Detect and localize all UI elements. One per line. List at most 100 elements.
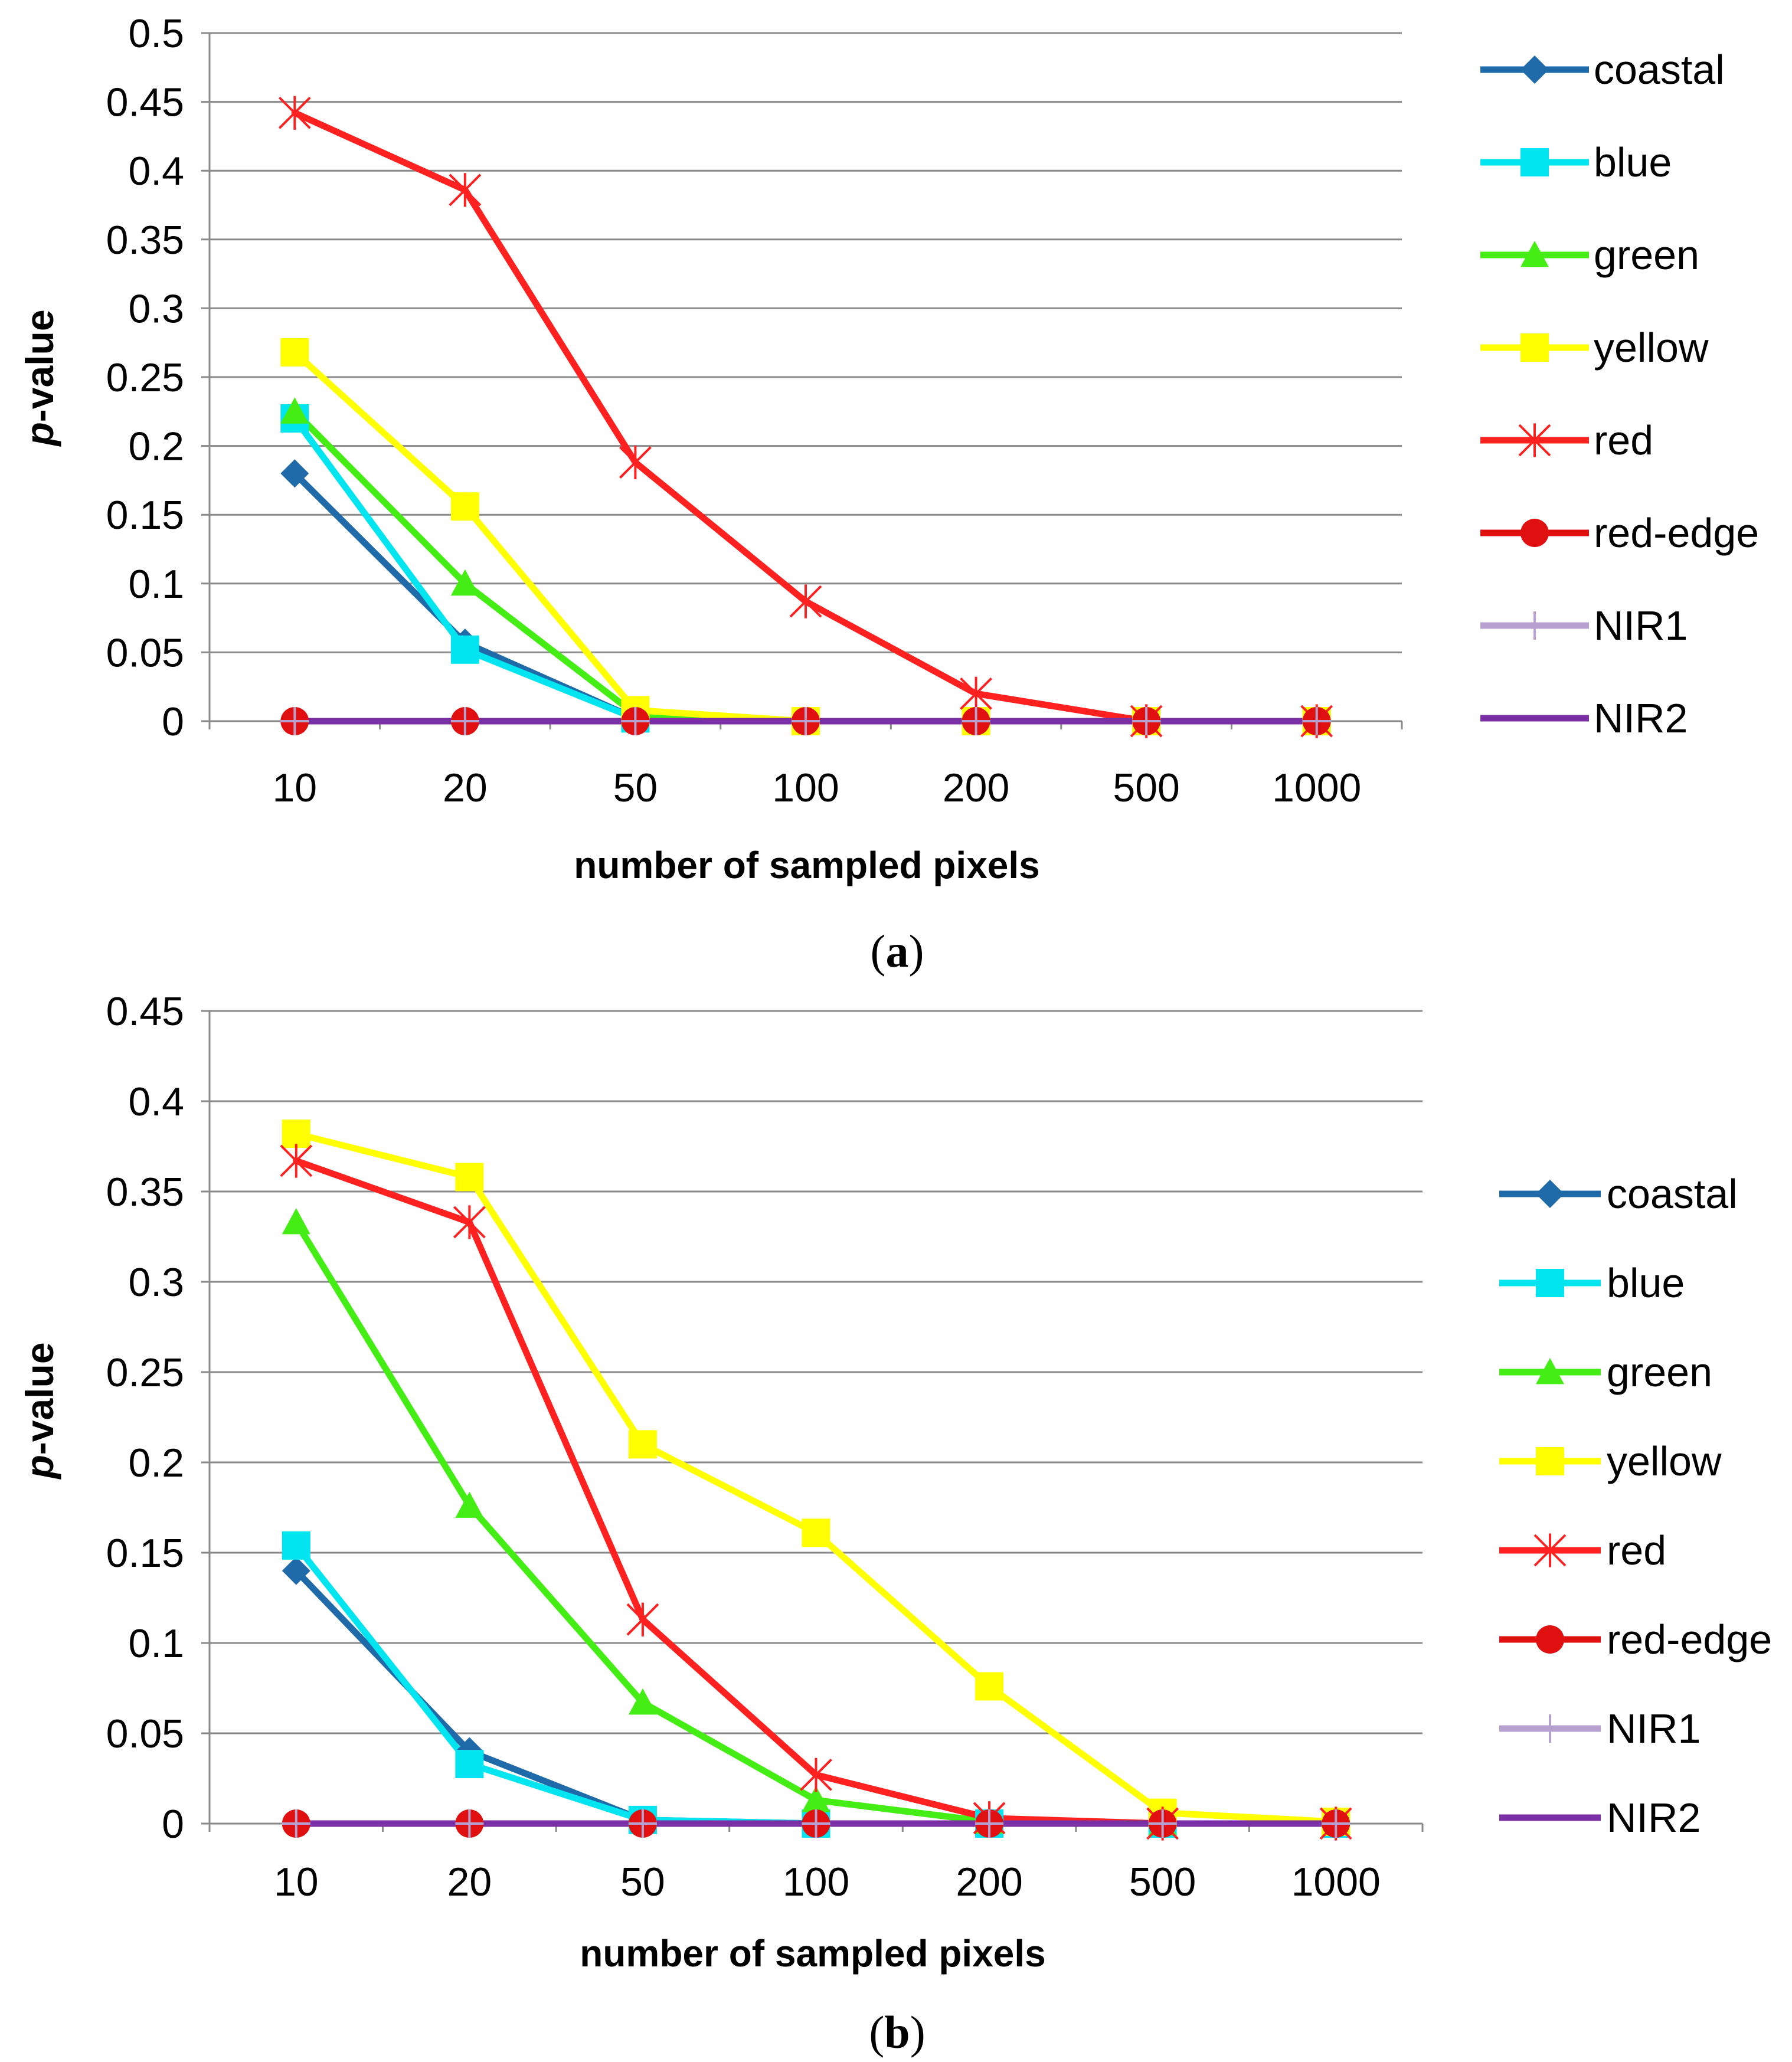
panel-b-open-paren: ( (869, 2007, 884, 2058)
chart-a-legend-marker-green (1520, 241, 1549, 267)
chart-b-legend-label-yellow: yellow (1607, 1438, 1722, 1484)
chart-a-ytick-label: 0 (162, 699, 184, 744)
chart-a: p-value number of sampled pixels (a) (18, 309, 1040, 977)
chart-a-xtick-label: 100 (772, 765, 839, 810)
chart-a-point-blue (450, 635, 479, 664)
chart-b-xtick-label: 50 (620, 1860, 665, 1904)
chart-a-ylabel-italic: p (18, 422, 61, 447)
chart-a-ytick-label: 0.5 (128, 11, 184, 56)
chart-a-point-green (280, 397, 309, 424)
chart-a-series (278, 96, 1333, 738)
chart-b-point-yellow (282, 1120, 310, 1148)
chart-b-ytick-label: 0.3 (128, 1260, 184, 1305)
chart-b-legend-marker-nir1 (1536, 1714, 1564, 1743)
chart-b-point-green (455, 1491, 484, 1518)
chart-a-legend-marker-nir1 (1520, 611, 1549, 640)
chart-b-point-nir1 (455, 1809, 484, 1838)
chart-a-ytick-label: 0.05 (106, 630, 184, 675)
chart-b-point-blue (455, 1750, 484, 1779)
chart-a-xtick-label: 10 (272, 765, 317, 810)
chart-b-legend-label-green: green (1607, 1349, 1712, 1395)
chart-a-legend-marker-red-edge (1520, 519, 1549, 547)
chart-a-point-nir1 (1302, 707, 1331, 735)
chart-a-xtick-label: 50 (613, 765, 658, 810)
chart-a-xtick-label: 20 (443, 765, 488, 810)
chart-b-xtick-label: 500 (1129, 1860, 1196, 1904)
chart-b-point-yellow (628, 1430, 657, 1459)
chart-a-legend-label-coastal: coastal (1594, 47, 1725, 93)
chart-b-ytick-label: 0.2 (128, 1441, 184, 1485)
chart-a-legend-label-red-edge: red-edge (1594, 510, 1759, 556)
panel-b-letter: b (884, 2007, 910, 2058)
chart-a-line-yellow (291, 349, 1320, 725)
chart-b-ytick-label: 0.15 (106, 1531, 184, 1576)
chart-a-legend-marker-yellow (1520, 333, 1549, 362)
chart-a-legend-label-nir2: NIR2 (1594, 695, 1688, 741)
chart-a-point-red (960, 676, 992, 711)
chart-a-point-nir1 (280, 707, 309, 735)
chart-b-legend-marker-coastal (1536, 1180, 1564, 1208)
chart-a-ytick-label: 0.1 (128, 562, 184, 607)
chart-b-xtick-label: 20 (447, 1860, 492, 1904)
chart-a-point-nir1 (962, 707, 990, 735)
chart-a-legend-marker-coastal (1520, 55, 1549, 84)
chart-b-legend-label-nir2: NIR2 (1607, 1795, 1701, 1841)
chart-a-xtick-label: 500 (1113, 765, 1179, 810)
chart-b-point-yellow (455, 1163, 484, 1192)
chart-b-legend-label-red: red (1607, 1527, 1666, 1573)
chart-a-ytick-label: 0.2 (128, 424, 184, 469)
panel-a-open-paren: ( (871, 925, 886, 977)
chart-b-point-coastal (282, 1556, 310, 1585)
chart-b-point-nir1 (802, 1809, 830, 1838)
chart-a-point-nir1 (450, 707, 479, 735)
chart-b-point-nir1 (975, 1809, 1004, 1838)
chart-b-point-green (282, 1208, 310, 1235)
chart-b-ytick-label: 0.4 (128, 1079, 184, 1124)
chart-b-point-red (280, 1144, 313, 1178)
chart-a-point-red (449, 173, 482, 207)
chart-b-legend-label-nir1: NIR1 (1607, 1706, 1701, 1752)
chart-b-legend-label-coastal: coastal (1607, 1171, 1738, 1217)
chart-b-ytick-label: 0.35 (106, 1170, 184, 1215)
chart-b-ytick-label: 0.1 (128, 1621, 184, 1666)
panel-a-letter: a (886, 925, 909, 977)
chart-b-point-green (802, 1786, 830, 1812)
chart-b-legend-label-blue: blue (1607, 1260, 1685, 1306)
chart-a-point-red (278, 96, 311, 130)
chart-b-point-nir1 (1148, 1809, 1177, 1838)
chart-b-ytick-label: 0.45 (106, 989, 184, 1034)
chart-b-ylabel-rest: -value (18, 1342, 61, 1455)
chart-a-legend-label-blue: blue (1594, 139, 1672, 185)
panel-a-label: (a) (871, 925, 924, 977)
chart-a-xtick-label: 200 (943, 765, 1009, 810)
chart-b-xtick-label: 1000 (1291, 1860, 1381, 1904)
chart-b-point-nir1 (1322, 1809, 1350, 1838)
chart-b-legend-marker-red (1533, 1533, 1567, 1567)
chart-a-point-green (450, 569, 479, 596)
chart-a-line-green (291, 408, 1320, 725)
chart-a-ytick-label: 0.3 (128, 286, 184, 331)
chart-a-legend-marker-blue (1520, 148, 1549, 176)
chart-a-point-nir1 (621, 707, 650, 735)
chart-b-ylabel-italic: p (18, 1455, 61, 1480)
chart-a-point-yellow (450, 492, 479, 521)
chart-a-ytick-label: 0.4 (128, 149, 184, 194)
chart-b-ylabel: p-value (18, 1342, 61, 1480)
chart-a-legend-marker-red (1518, 423, 1551, 457)
chart-a-point-coastal (280, 459, 309, 488)
chart-b-point-yellow (802, 1518, 830, 1547)
chart-b-point-red (453, 1205, 486, 1239)
panel-b-close-paren: ) (910, 2007, 926, 2058)
chart-b-xtick-label: 10 (274, 1860, 319, 1904)
chart-a-plot: 0 0.05 0.1 0.15 0.2 0.25 0.3 0.35 0.4 0.45 0.5 10 20… (106, 11, 1760, 810)
chart-b-point-green (628, 1688, 657, 1715)
chart-a-ylabel: p-value (18, 309, 61, 447)
chart-b-xlabel: number of sampled pixels (580, 1932, 1046, 1975)
chart-b-legend-marker-green (1536, 1358, 1564, 1385)
chart-b-legend-marker-blue (1536, 1269, 1564, 1297)
chart-b: p-value number of sampled pixels (b) (18, 1342, 1046, 2058)
chart-a-point-red (619, 445, 652, 480)
chart-b-point-nir1 (282, 1809, 310, 1838)
chart-a-legend: coastal blue green yellow red red-edge NIR1 NIR… (1480, 47, 1759, 741)
